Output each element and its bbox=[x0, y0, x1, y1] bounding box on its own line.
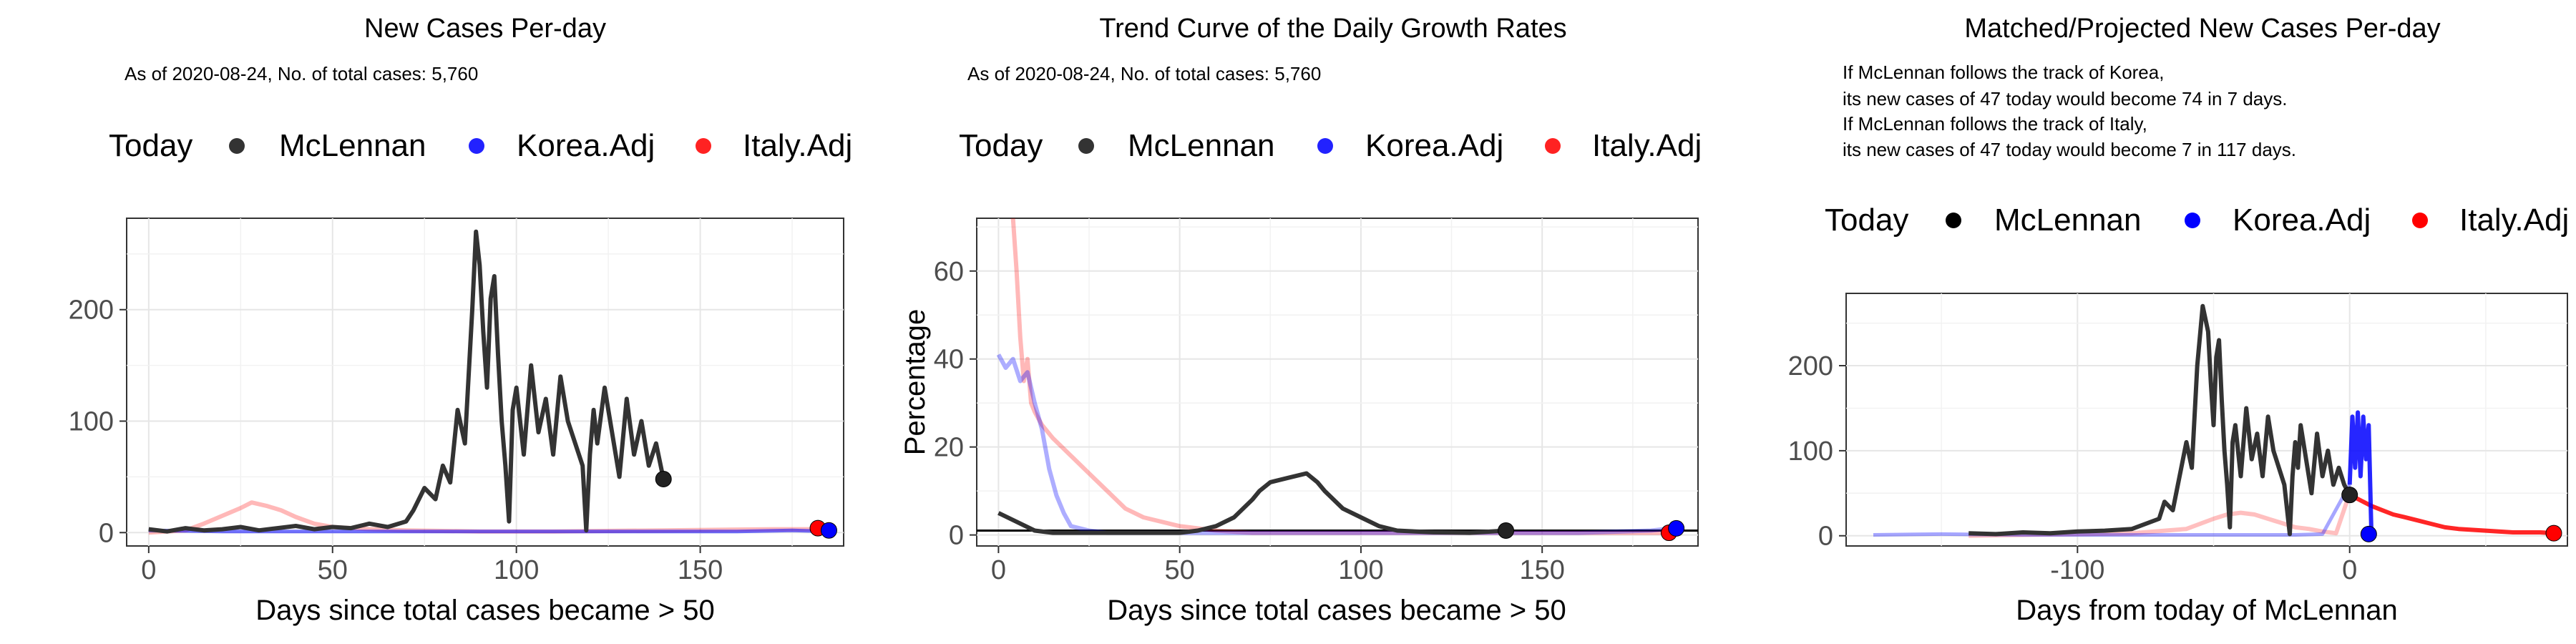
legend-label-korea: Korea.Adj bbox=[517, 128, 655, 163]
gridlines bbox=[977, 218, 1698, 546]
today-point-mclennan bbox=[2341, 487, 2358, 504]
series-line-korea-adj-projection bbox=[2347, 410, 2374, 535]
x-tick-label: 0 bbox=[141, 555, 156, 585]
x-tick-label: 50 bbox=[1165, 555, 1195, 585]
y-tick-label: 0 bbox=[99, 518, 114, 548]
x-tick-label: 50 bbox=[318, 555, 348, 585]
legend-key-italy bbox=[1545, 138, 1561, 154]
series-layer bbox=[1873, 303, 2555, 538]
legend-label-mclennan: McLennan bbox=[1994, 203, 2141, 238]
legend-key-italy bbox=[696, 138, 711, 154]
y-tick-label: 20 bbox=[934, 433, 964, 463]
today-point-mclennan bbox=[655, 471, 672, 488]
legend-label-mclennan: McLennan bbox=[1128, 128, 1274, 163]
legend-key-korea bbox=[2185, 213, 2200, 228]
panel-2-title: Trend Curve of the Daily Growth Rates bbox=[1099, 14, 1566, 44]
x-tick-label: 150 bbox=[1519, 555, 1564, 585]
legend-title: Today bbox=[109, 128, 192, 163]
x-tick-label: 100 bbox=[494, 555, 539, 585]
legend-key-mclennan bbox=[229, 138, 245, 154]
panel-1-title: New Cases Per-day bbox=[364, 14, 606, 44]
panel-2-plot: 0 50 100 150 0 20 40 60 bbox=[934, 218, 1698, 585]
series-line-italy-adj bbox=[1010, 218, 1673, 535]
annotation-line-3: If McLennan follows the track of Italy, bbox=[1843, 113, 2147, 135]
y-tick-label: 200 bbox=[1788, 351, 1833, 381]
today-point-korea-adj bbox=[1668, 519, 1685, 537]
legend-label-italy: Italy.Adj bbox=[2459, 203, 2569, 238]
annotation-line-4: its new cases of 47 today would become 7… bbox=[1843, 139, 2296, 160]
today-point-korea-adj bbox=[2360, 525, 2377, 542]
panel-2-x-axis-label: Days since total cases became > 50 bbox=[1107, 595, 1566, 626]
legend-key-korea bbox=[1317, 138, 1333, 154]
x-tick-label: -100 bbox=[2050, 555, 2104, 585]
panel-3-annotation: If McLennan follows the track of Korea, … bbox=[1843, 62, 2296, 160]
panel-1-subtitle: As of 2020-08-24, No. of total cases: 5,… bbox=[125, 63, 478, 84]
legend-key-korea bbox=[469, 138, 484, 154]
series-layer bbox=[148, 229, 829, 535]
panel-1-x-axis-label: Days since total cases became > 50 bbox=[255, 595, 714, 626]
panel-2-plot-frame bbox=[976, 218, 1699, 547]
x-tick-label: 0 bbox=[2342, 555, 2357, 585]
today-point-italy-adj bbox=[2545, 525, 2562, 542]
panel-3-plot: -100 0 0 100 200 bbox=[1788, 293, 2567, 585]
series-layer bbox=[996, 218, 1673, 535]
chart-panel-2: Trend Curve of the Daily Growth Rates As… bbox=[899, 14, 1702, 626]
y-tick-label: 0 bbox=[1818, 522, 1833, 552]
today-point-korea-adj bbox=[820, 522, 837, 539]
gridlines bbox=[1846, 293, 2567, 546]
panel-3-x-axis-label: Days from today of McLennan bbox=[2016, 595, 2398, 626]
x-tick-label: 100 bbox=[1338, 555, 1383, 585]
x-tick-label: 150 bbox=[678, 555, 723, 585]
panel-2-legend: Today McLennan Korea.Adj Italy.Adj bbox=[959, 128, 1702, 163]
chart-panel-1: New Cases Per-day As of 2020-08-24, No. … bbox=[69, 14, 853, 626]
legend-title: Today bbox=[959, 128, 1043, 163]
series-line-mclennan bbox=[148, 229, 666, 534]
panel-3-legend: Today McLennan Korea.Adj Italy.Adj bbox=[1825, 203, 2569, 238]
panel-3-title: Matched/Projected New Cases Per-day bbox=[1964, 14, 2440, 44]
panel-2-y-axis-label: Percentage bbox=[899, 309, 931, 456]
today-point-mclennan bbox=[1498, 522, 1515, 539]
y-tick-label: 200 bbox=[69, 296, 114, 326]
series-line-korea-adj bbox=[148, 528, 829, 534]
panel-2-subtitle: As of 2020-08-24, No. of total cases: 5,… bbox=[967, 63, 1321, 84]
y-tick-label: 100 bbox=[1788, 436, 1833, 467]
legend-title: Today bbox=[1825, 203, 1908, 238]
y-tick-label: 60 bbox=[934, 257, 964, 287]
legend-key-mclennan bbox=[1078, 138, 1094, 154]
series-line-italy-adj-history bbox=[1968, 492, 2352, 538]
panel-1-legend: Today McLennan Korea.Adj Italy.Adj bbox=[109, 128, 852, 163]
legend-label-korea: Korea.Adj bbox=[1365, 128, 1503, 163]
legend-key-mclennan bbox=[1946, 213, 1961, 228]
legend-label-italy: Italy.Adj bbox=[743, 128, 852, 163]
y-tick-label: 0 bbox=[949, 521, 964, 551]
legend-key-italy bbox=[2412, 213, 2428, 228]
annotation-line-1: If McLennan follows the track of Korea, bbox=[1843, 62, 2164, 83]
y-tick-label: 40 bbox=[934, 345, 964, 375]
series-line-mclennan bbox=[1968, 303, 2352, 537]
x-tick-label: 0 bbox=[991, 555, 1006, 585]
series-line-italy-adj-projection bbox=[2348, 491, 2555, 536]
annotation-line-2: its new cases of 47 today would become 7… bbox=[1843, 88, 2287, 109]
y-tick-label: 100 bbox=[69, 407, 114, 437]
series-line-mclennan bbox=[997, 471, 1506, 535]
legend-label-korea: Korea.Adj bbox=[2233, 203, 2371, 238]
chart-panel-3: Matched/Projected New Cases Per-day If M… bbox=[1788, 14, 2570, 626]
legend-label-mclennan: McLennan bbox=[279, 128, 426, 163]
panel-1-plot: 0 50 100 150 0 100 200 bbox=[69, 218, 844, 585]
legend-label-italy: Italy.Adj bbox=[1592, 128, 1702, 163]
